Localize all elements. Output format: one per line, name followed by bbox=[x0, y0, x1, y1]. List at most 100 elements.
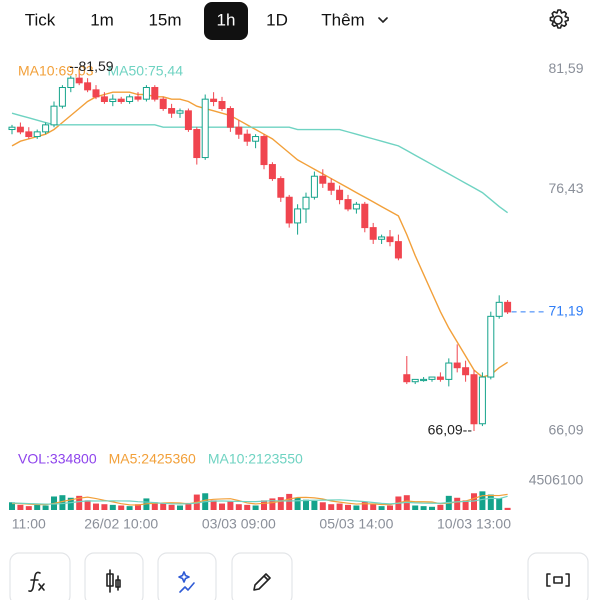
candle-body bbox=[84, 82, 92, 91]
volume-bar bbox=[261, 500, 267, 510]
volume-bar bbox=[471, 493, 477, 510]
volume-bar bbox=[437, 504, 444, 510]
legend-entry: MA10:2123550 bbox=[208, 451, 303, 467]
toolbar bbox=[9, 552, 589, 600]
candle-body bbox=[142, 86, 150, 100]
candle-body bbox=[176, 110, 184, 114]
candle-body bbox=[285, 196, 293, 224]
tab[interactable]: 15m bbox=[148, 10, 181, 29]
candle-body bbox=[243, 133, 251, 142]
tab[interactable]: 1h bbox=[204, 2, 248, 40]
candle-body bbox=[92, 89, 100, 98]
candle-body bbox=[504, 301, 512, 313]
indicator-button[interactable] bbox=[9, 552, 71, 600]
y-tick-label: 66,09 bbox=[548, 422, 583, 438]
volume-ma-line bbox=[11, 495, 508, 505]
candle-body bbox=[487, 315, 495, 378]
volume-bar bbox=[9, 502, 15, 510]
y-tick-label: 4506100 bbox=[529, 472, 584, 488]
volume-bar bbox=[336, 503, 343, 510]
volume-bar bbox=[429, 506, 435, 510]
draw-button[interactable] bbox=[231, 552, 293, 600]
volume-bar bbox=[504, 507, 511, 510]
candle-body bbox=[42, 124, 50, 133]
candle-body bbox=[67, 77, 75, 88]
volume-bar bbox=[420, 506, 427, 510]
tab-highlight bbox=[204, 2, 248, 40]
candle-body bbox=[420, 378, 428, 382]
tab[interactable]: Thêm bbox=[321, 10, 388, 29]
volume-bar bbox=[479, 491, 486, 510]
volume-bar bbox=[353, 505, 360, 510]
volume-bar bbox=[303, 499, 309, 510]
candle-body bbox=[403, 374, 411, 383]
button bbox=[84, 552, 144, 600]
volume-bar bbox=[210, 500, 217, 510]
ai-button[interactable] bbox=[157, 552, 217, 600]
candle-body bbox=[168, 108, 176, 114]
candle-body bbox=[109, 98, 117, 103]
volume-bar bbox=[235, 504, 242, 510]
candle-body bbox=[470, 374, 478, 425]
tab[interactable]: 1m bbox=[90, 10, 114, 29]
legend-entry: VOL:334800 bbox=[18, 451, 97, 467]
legend-entry: MA5:2425360 bbox=[109, 451, 196, 467]
ma-line bbox=[11, 91, 508, 378]
volume-bar bbox=[135, 504, 141, 510]
y-tick-label: 76,43 bbox=[548, 180, 583, 196]
volume-bar bbox=[126, 506, 133, 510]
candle-body bbox=[327, 182, 335, 191]
tab[interactable]: 1D bbox=[266, 10, 288, 29]
candle-body bbox=[126, 96, 134, 103]
volume-bar bbox=[345, 504, 351, 510]
volume-bar bbox=[319, 502, 326, 510]
volume-bar bbox=[17, 504, 24, 510]
candle-body bbox=[16, 126, 24, 133]
chart-type-button[interactable] bbox=[84, 552, 144, 600]
fullscreen-button[interactable] bbox=[527, 552, 589, 600]
volume-bar bbox=[101, 504, 108, 510]
tab-label: 1m bbox=[90, 10, 114, 29]
volume-chart: 4506100 VOL:334800 MA5:2425360 MA10:2123550… bbox=[9, 451, 583, 532]
focus-icon bbox=[546, 573, 570, 587]
volume-bar bbox=[84, 500, 91, 510]
volume-bar bbox=[59, 495, 66, 510]
settings-button[interactable] bbox=[549, 9, 569, 29]
high-label: --81,59 bbox=[69, 58, 114, 74]
legend-entry: MA10:69,03 bbox=[18, 63, 94, 79]
candle-body bbox=[134, 96, 142, 100]
tab-label: 1h bbox=[217, 10, 236, 29]
volume-bar bbox=[462, 500, 469, 510]
sparkle-icon bbox=[178, 571, 195, 593]
timeframe-tabs: Tick 1m 15m 1h 1D Thêm bbox=[25, 2, 388, 40]
candle-body bbox=[436, 376, 444, 380]
volume-bar bbox=[227, 501, 234, 510]
volume-bar bbox=[252, 505, 259, 510]
tab[interactable]: Tick bbox=[25, 10, 56, 29]
candle-body bbox=[75, 77, 83, 84]
candle-body bbox=[100, 96, 108, 103]
candle-body bbox=[277, 178, 285, 198]
volume-bar bbox=[328, 504, 335, 510]
x-tick-label: 03/03 09:00 bbox=[202, 516, 276, 532]
candle-body bbox=[378, 236, 386, 240]
candle-body bbox=[310, 175, 318, 198]
tab-label: 1D bbox=[266, 10, 288, 29]
volume-bar bbox=[378, 506, 385, 510]
candle-body bbox=[319, 175, 327, 184]
tab-label: 15m bbox=[148, 10, 181, 29]
candle-body bbox=[302, 196, 310, 210]
candle-body bbox=[369, 227, 377, 240]
candle-body bbox=[201, 98, 209, 159]
volume-bar bbox=[361, 501, 368, 510]
volume-bar bbox=[311, 500, 318, 510]
volume-bar bbox=[487, 494, 494, 510]
volume-bar bbox=[496, 498, 503, 510]
candle-body bbox=[268, 164, 276, 180]
candle-body bbox=[117, 98, 125, 103]
button bbox=[231, 552, 293, 600]
candle-icon bbox=[106, 569, 121, 593]
candle-body bbox=[428, 376, 436, 380]
volume-bar bbox=[269, 498, 276, 510]
volume-bar bbox=[277, 497, 284, 510]
